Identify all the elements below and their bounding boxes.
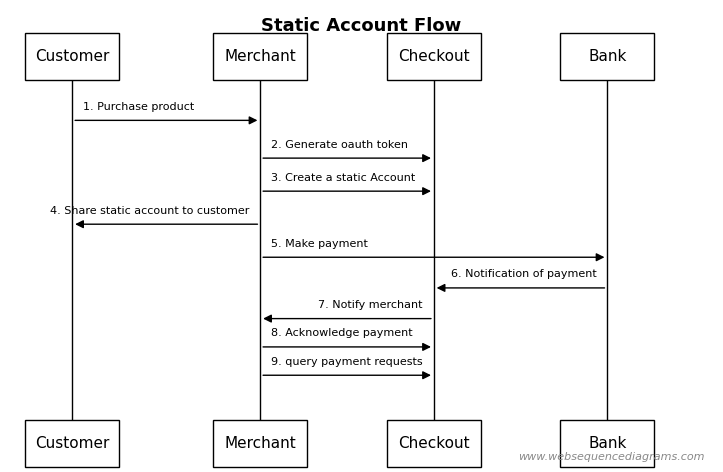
Text: 1. Purchase product: 1. Purchase product [83, 102, 194, 112]
Text: Static Account Flow: Static Account Flow [262, 17, 461, 35]
Text: Merchant: Merchant [224, 49, 296, 64]
Bar [387, 420, 481, 467]
Text: Checkout: Checkout [398, 436, 470, 451]
Bar [560, 33, 654, 80]
Text: 8. Acknowledge payment: 8. Acknowledge payment [271, 329, 413, 338]
Text: Bank: Bank [588, 436, 627, 451]
Bar [25, 420, 119, 467]
Text: Checkout: Checkout [398, 49, 470, 64]
Text: 3. Create a static Account: 3. Create a static Account [271, 173, 416, 183]
Text: 6. Notification of payment: 6. Notification of payment [450, 270, 596, 279]
Text: www.websequencediagrams.com: www.websequencediagrams.com [518, 452, 705, 462]
Text: Customer: Customer [35, 49, 109, 64]
Text: 4. Share static account to customer: 4. Share static account to customer [50, 206, 249, 216]
Text: 9. query payment requests: 9. query payment requests [271, 357, 423, 367]
Bar [25, 33, 119, 80]
Text: 2. Generate oauth token: 2. Generate oauth token [271, 140, 408, 150]
Text: Bank: Bank [588, 49, 627, 64]
Bar [387, 33, 481, 80]
Bar [213, 33, 307, 80]
Bar [560, 420, 654, 467]
Text: 7. Notify merchant: 7. Notify merchant [318, 300, 423, 310]
Bar [213, 420, 307, 467]
Text: 5. Make payment: 5. Make payment [271, 239, 368, 249]
Text: Merchant: Merchant [224, 436, 296, 451]
Text: Customer: Customer [35, 436, 109, 451]
